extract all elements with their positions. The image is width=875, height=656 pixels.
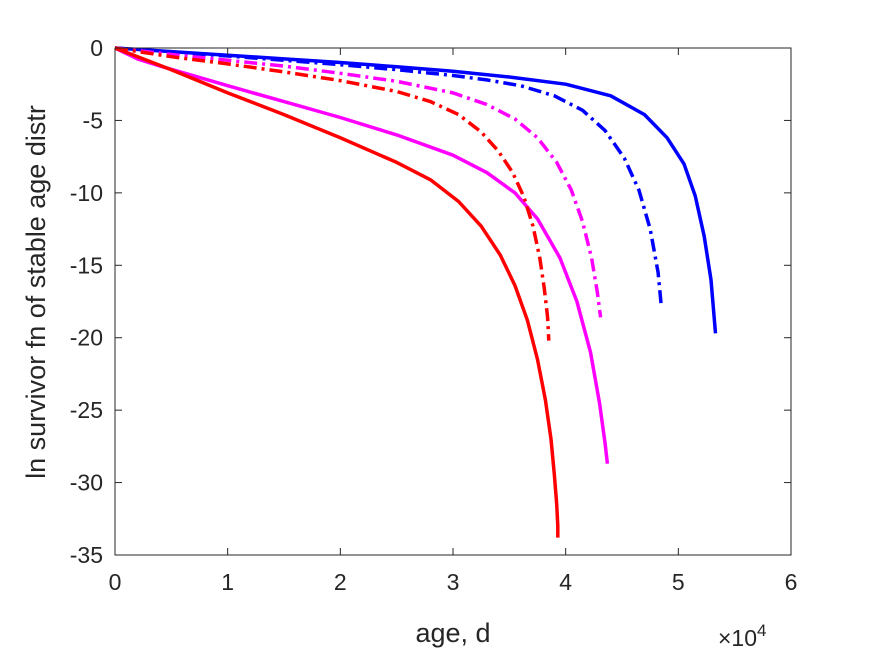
series-line-5 <box>114 46 560 538</box>
x-exponent-label: ×104 <box>718 621 766 651</box>
y-axis-title: ln survivor fn of stable age distr <box>21 105 51 479</box>
y-tick-label: -25 <box>70 397 103 423</box>
series-line-4 <box>114 46 603 318</box>
tick-layer: 0 1 2 3 4 5 6 0 -5 -10 -15 -20 -25 -30 -35 <box>70 35 798 595</box>
x-tick-label: 5 <box>672 569 685 595</box>
x-tick-label: 6 <box>785 569 798 595</box>
y-tick-label: -10 <box>70 180 103 206</box>
y-tick-label: -35 <box>70 542 103 568</box>
x-tick-label: 0 <box>109 569 122 595</box>
plot-background <box>115 48 791 555</box>
y-tick-label: 0 <box>90 35 103 61</box>
y-tick-label: -30 <box>70 470 103 496</box>
x-tick-label: 1 <box>221 569 234 595</box>
y-tick-label: -20 <box>70 325 103 351</box>
x-exponent-power: 4 <box>757 621 766 640</box>
y-tick-label: -5 <box>83 107 103 133</box>
series-layer <box>114 46 718 538</box>
y-tick-label: -15 <box>70 252 103 278</box>
series-line-2 <box>114 46 664 308</box>
x-tick-label: 2 <box>334 569 347 595</box>
series-line-6 <box>114 46 551 341</box>
x-axis-title: age, d <box>415 618 490 648</box>
x-tick-label: 4 <box>559 569 572 595</box>
x-tick-label: 3 <box>447 569 460 595</box>
x-exponent-base: ×10 <box>718 625 757 651</box>
